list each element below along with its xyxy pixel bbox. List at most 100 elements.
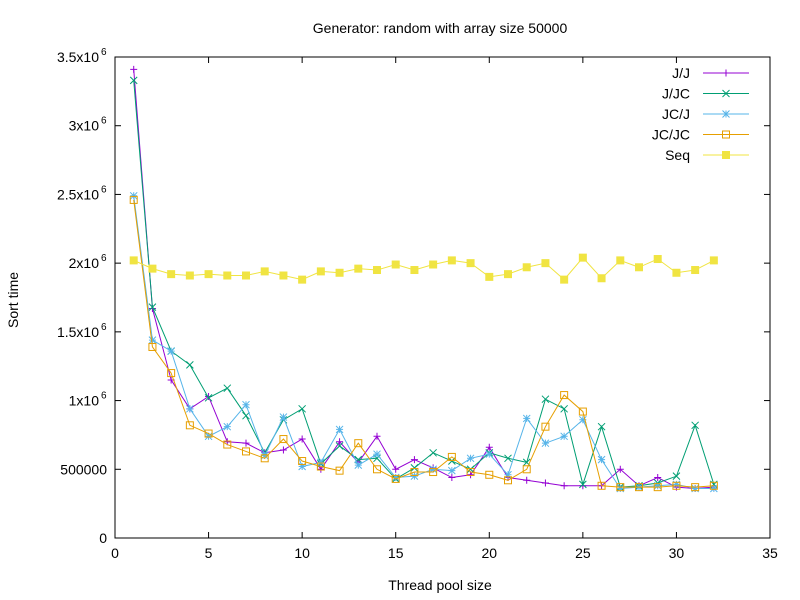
data-point-j-j [616,465,624,473]
data-point-jc-j [223,422,232,431]
y-tick-exponent: 6 [101,47,107,58]
data-point-j-j [523,476,531,484]
data-point-seq [204,270,213,279]
data-point-seq [616,256,625,265]
legend-marker [722,110,730,118]
data-point-seq [635,263,643,272]
data-point-jc-j [373,450,381,459]
data-point-seq [260,267,269,276]
legend-entry-seq: Seq [665,147,749,163]
y-tick-base: 3x10 [69,118,100,134]
data-point-j-jc [410,464,419,472]
data-point-jc-j [504,470,512,479]
series-j-j [130,65,718,493]
data-point-jc-j [448,466,456,475]
data-point-jc-jc [204,429,213,438]
data-point-jc-jc [485,470,494,479]
data-point-jc-j [579,415,587,424]
legend-marker [722,89,730,98]
legend-entry-jc-j: JC/J [662,106,749,122]
data-point-seq [354,264,363,273]
data-point-seq [298,275,307,284]
data-point-jc-jc [167,369,176,378]
data-point-jc-j [466,454,475,463]
y-tick-exponent: 6 [101,116,107,127]
legend-label: JC/J [662,106,690,122]
data-point-jc-jc [410,468,419,477]
y-tick-exponent: 6 [101,391,107,402]
data-point-jc-j [691,484,699,493]
data-point-j-jc [186,360,194,369]
x-tick-label: 20 [481,545,497,561]
x-tick-label: 35 [762,545,778,561]
data-point-seq [541,259,550,268]
data-point-jc-jc [316,462,325,471]
data-point-seq [429,260,438,269]
data-point-seq [167,270,176,279]
series-line-jc-jc [133,199,714,488]
data-point-j-j [410,456,418,464]
series-j-jc [129,76,718,492]
data-point-jc-jc [279,435,288,444]
data-point-jc-jc [709,481,718,490]
data-point-jc-j [653,481,662,490]
series-jc-jc [129,195,718,492]
legend-entry-jc-jc: JC/JC [652,127,749,143]
legend-entry-j-j: J/J [672,65,749,81]
series-line-seq [133,256,715,281]
series-line-j-j [133,69,714,490]
data-point-jc-jc [242,447,250,456]
data-point-j-jc [579,480,587,489]
data-point-jc-jc [504,476,512,485]
data-point-jc-j [204,432,213,441]
data-point-jc-j [129,191,138,200]
data-point-j-jc [597,422,606,431]
data-point-jc-jc [466,468,475,477]
data-point-j-j [541,479,549,487]
data-point-jc-jc [260,454,269,463]
plot-frame [114,56,771,539]
data-point-seq [335,268,344,277]
legend-label: J/JC [662,86,690,102]
data-point-jc-jc [185,421,194,430]
data-point-seq [522,263,531,272]
data-point-j-jc [148,303,157,311]
y-tick-label: 1.5x10 [57,324,99,340]
data-point-seq [410,266,419,275]
data-point-jc-jc [541,422,550,431]
y-tick-base: 500000 [60,461,107,477]
data-point-j-j [654,474,662,482]
chart-title: Generator: random with array size 50000 [313,20,568,36]
legend-label: Seq [665,147,690,163]
data-point-j-jc [672,472,681,481]
data-point-j-jc [504,454,512,463]
data-point-jc-j [616,484,625,493]
data-point-j-jc [691,421,699,430]
legend-marker [722,130,730,139]
y-tick-label: 0 [99,530,107,546]
data-point-jc-j [410,472,419,481]
data-point-jc-jc [653,483,662,492]
x-tick-label: 0 [111,545,119,561]
data-point-jc-jc [354,439,363,448]
data-point-jc-j [391,473,400,482]
data-point-jc-jc [429,468,438,477]
x-tick-label: 10 [294,545,310,561]
data-point-jc-jc [560,391,569,400]
data-point-jc-j [597,455,606,464]
data-point-jc-j [167,347,175,355]
data-point-jc-j [279,413,288,421]
y-tick-label: 1x10 [69,393,100,409]
legend-entry-j-jc: J/JC [662,86,749,102]
x-axis-title: Thread pool size [388,577,492,593]
data-point-jc-jc [578,407,587,416]
data-point-j-jc [541,395,550,404]
data-point-jc-j [317,458,325,467]
data-point-jc-j [335,425,344,434]
data-point-j-j [373,432,381,440]
legend-marker [722,69,730,77]
x-tick-label: 5 [205,545,213,561]
data-point-seq [709,256,718,265]
data-point-seq [391,260,400,269]
